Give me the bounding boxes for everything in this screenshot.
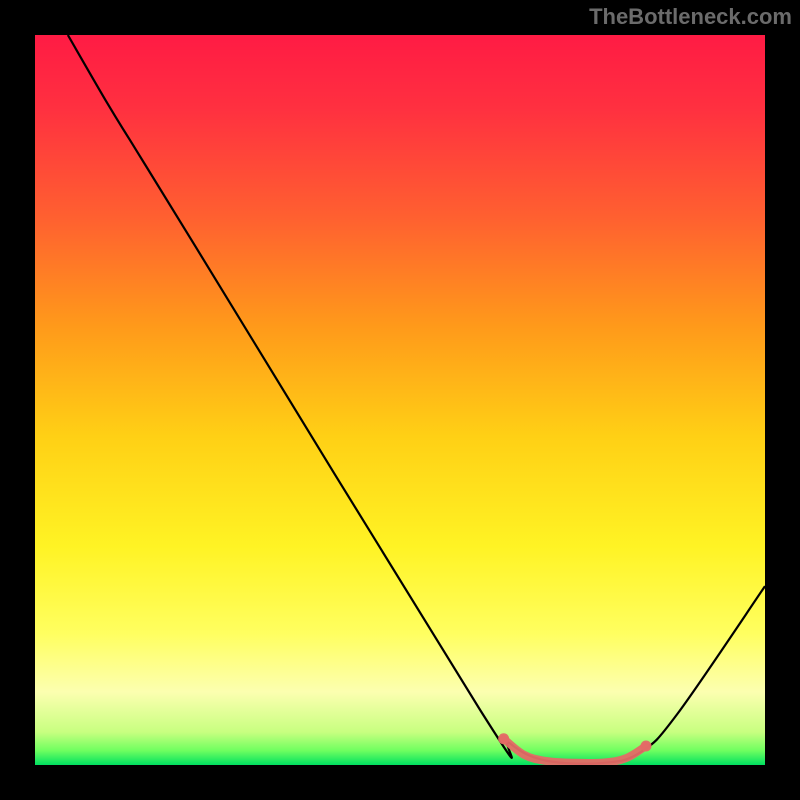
attribution-label: TheBottleneck.com: [589, 4, 792, 30]
bottleneck-curve: [68, 35, 765, 764]
chart-container: TheBottleneck.com: [0, 0, 800, 800]
optimal-range-endpoint: [498, 733, 509, 744]
optimal-range-band: [504, 739, 646, 763]
curve-overlay: [35, 35, 765, 765]
plot-area: [35, 35, 765, 765]
optimal-range-endpoint: [641, 741, 652, 752]
